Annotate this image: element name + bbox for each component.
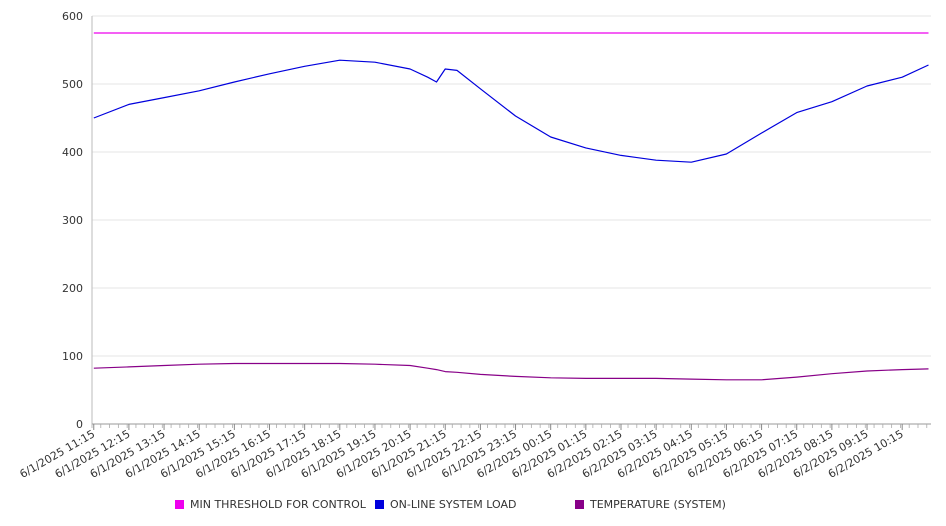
series-lines — [93, 32, 929, 381]
y-tick-label: 300 — [62, 214, 83, 227]
legend-label: TEMPERATURE (SYSTEM) — [590, 498, 726, 511]
y-tick-label: 500 — [62, 78, 83, 91]
y-tick-label: 200 — [62, 282, 83, 295]
y-tick-label: 0 — [76, 418, 83, 431]
legend: MIN THRESHOLD FOR CONTROL ON-LINE SYSTEM… — [0, 498, 946, 514]
y-tick-label: 400 — [62, 146, 83, 159]
axes — [91, 16, 931, 430]
y-tick-label: 600 — [62, 10, 83, 23]
gridlines — [92, 15, 931, 357]
y-tick-labels: 0 100 200 300 400 500 600 — [62, 10, 83, 431]
legend-label: MIN THRESHOLD FOR CONTROL — [190, 498, 366, 511]
x-tick-labels: 6/1/2025 11:156/1/2025 12:156/1/2025 13:… — [17, 427, 905, 481]
legend-swatch — [375, 500, 384, 509]
legend-label: ON-LINE SYSTEM LOAD — [390, 498, 517, 511]
legend-swatch — [575, 500, 584, 509]
y-tick-label: 100 — [62, 350, 83, 363]
legend-item-threshold[interactable]: MIN THRESHOLD FOR CONTROL — [175, 498, 366, 511]
legend-swatch — [175, 500, 184, 509]
legend-item-temperature[interactable]: TEMPERATURE (SYSTEM) — [575, 498, 726, 511]
temperature-line — [93, 362, 929, 381]
system-load-line — [93, 59, 929, 163]
legend-item-system-load[interactable]: ON-LINE SYSTEM LOAD — [375, 498, 516, 511]
